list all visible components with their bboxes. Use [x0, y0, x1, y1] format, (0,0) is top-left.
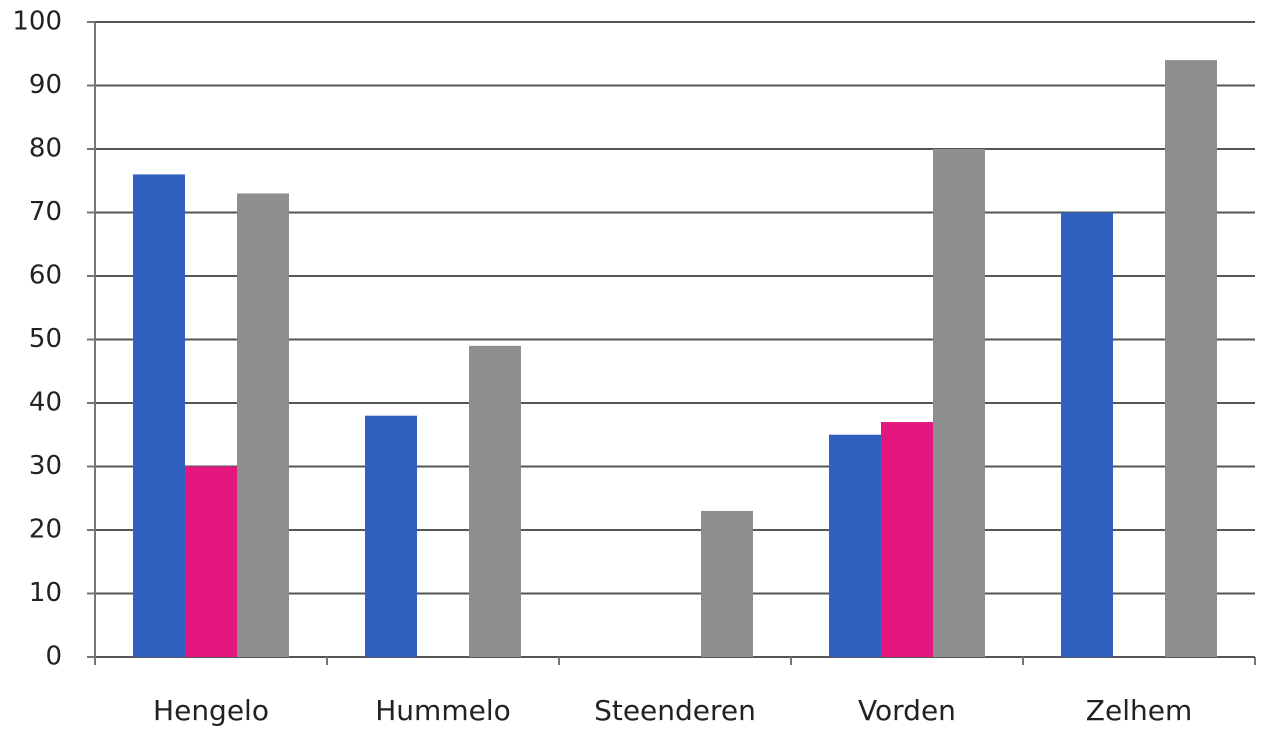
bar [185, 466, 237, 657]
bar [701, 510, 753, 657]
x-tick-label: Hummelo [375, 694, 511, 727]
x-tick-label: Zelhem [1086, 694, 1192, 727]
y-tick-label: 60 [29, 261, 62, 291]
bar [829, 434, 881, 657]
bar [881, 422, 933, 657]
y-tick-label: 30 [29, 451, 62, 481]
y-tick-label: 100 [12, 7, 62, 37]
bar [469, 345, 521, 657]
y-tick-label: 0 [45, 642, 62, 672]
bar [933, 149, 985, 657]
y-tick-label: 20 [29, 515, 62, 545]
y-tick-label: 90 [29, 70, 62, 100]
y-tick-label: 80 [29, 134, 62, 164]
bar [133, 174, 185, 657]
y-tick-label: 50 [29, 324, 62, 354]
x-tick-label: Steenderen [594, 694, 756, 727]
y-tick-label: 40 [29, 388, 62, 418]
bar [1165, 60, 1217, 658]
bar [365, 415, 417, 657]
x-tick-label: Hengelo [153, 694, 269, 727]
bar [1061, 212, 1113, 657]
bar [237, 193, 289, 657]
y-tick-label: 70 [29, 197, 62, 227]
y-tick-label: 10 [29, 578, 62, 608]
x-tick-label: Vorden [858, 694, 956, 727]
